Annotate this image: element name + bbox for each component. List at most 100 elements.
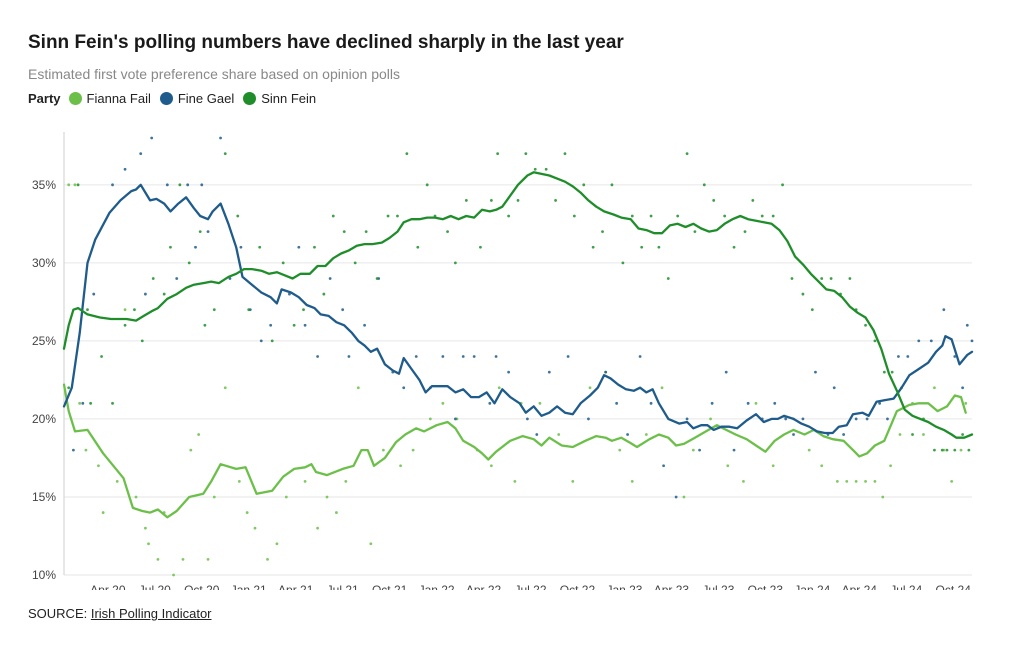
x-tick-label: Oct 21 <box>372 583 408 590</box>
poll-point-fine-gael <box>144 292 147 296</box>
poll-point-fine-gael <box>710 401 714 405</box>
poll-point-fine-gael <box>341 308 345 312</box>
poll-point-fine-gael <box>886 417 889 421</box>
poll-point-sinn-fein <box>572 214 576 218</box>
poll-point-fine-gael <box>453 417 457 421</box>
poll-point-fine-gael <box>929 339 933 343</box>
x-tick-label: Jul 23 <box>702 583 734 590</box>
poll-point-fine-gael <box>832 386 836 390</box>
poll-point-fine-gael <box>414 355 418 358</box>
source-link[interactable]: Irish Polling Indicator <box>90 606 212 621</box>
poll-point-fine-gael <box>488 401 492 405</box>
poll-point-sinn-fein <box>751 199 755 202</box>
poll-point-fine-gael <box>139 152 143 156</box>
poll-point-fine-gael <box>773 401 777 405</box>
legend-label-fianna-fail: Fianna Fail <box>86 91 151 106</box>
poll-point-sinn-fein <box>732 245 736 249</box>
poll-point-fianna-fail <box>369 542 373 546</box>
poll-point-sinn-fein <box>489 199 493 202</box>
legend-swatch-fianna-fail <box>68 92 82 105</box>
x-tick-label: Jan 23 <box>606 583 642 590</box>
poll-point-fine-gael <box>724 370 728 374</box>
legend-label-fine-gael: Fine Gael <box>177 91 235 106</box>
poll-point-fine-gael <box>587 417 590 421</box>
y-tick-label: 25% <box>32 334 56 348</box>
legend-item-fianna-fail[interactable]: Fianna Fail <box>68 91 151 106</box>
poll-point-fine-gael <box>123 167 127 171</box>
poll-point-fine-gael <box>165 183 169 187</box>
poll-point-sinn-fein <box>133 308 136 312</box>
poll-point-fine-gael <box>784 417 788 421</box>
poll-point-sinn-fein <box>940 448 944 452</box>
poll-point-sinn-fein <box>961 433 965 436</box>
poll-point-sinn-fein <box>281 261 285 265</box>
poll-point-fine-gael <box>92 292 96 296</box>
poll-point-sinn-fein <box>76 183 80 187</box>
poll-point-fine-gael <box>194 245 197 249</box>
legend-item-sinn-fein[interactable]: Sinn Fein <box>243 91 316 106</box>
poll-point-fianna-fail <box>303 479 307 483</box>
poll-point-sinn-fein <box>829 277 833 280</box>
poll-point-fianna-fail <box>497 386 501 390</box>
poll-point-fianna-fail <box>571 479 575 483</box>
poll-point-sinn-fein <box>178 183 182 187</box>
y-tick-label: 35% <box>32 178 56 192</box>
poll-point-fianna-fail <box>73 183 77 187</box>
poll-point-fianna-fail <box>223 386 227 390</box>
poll-point-fine-gael <box>626 433 629 436</box>
poll-point-sinn-fein <box>864 323 867 327</box>
legend-item-fine-gael[interactable]: Fine Gael <box>159 91 235 106</box>
x-tick-label: Apr 23 <box>654 583 690 590</box>
poll-point-sinn-fein <box>666 277 670 280</box>
poll-point-sinn-fein <box>760 214 764 218</box>
poll-point-fianna-fail <box>557 433 561 436</box>
poll-point-fine-gael <box>970 339 974 343</box>
poll-point-sinn-fein <box>820 277 824 280</box>
poll-point-fine-gael <box>566 355 570 358</box>
poll-point-sinn-fein <box>591 245 595 249</box>
poll-point-fianna-fail <box>78 401 82 405</box>
poll-point-fianna-fail <box>618 448 622 452</box>
poll-point-fine-gael <box>206 230 210 234</box>
poll-point-fine-gael <box>200 183 204 187</box>
poll-point-sinn-fein <box>801 292 805 296</box>
x-tick-label: Oct 23 <box>748 583 784 590</box>
poll-point-sinn-fein <box>601 230 604 234</box>
poll-point-fine-gael <box>953 355 957 358</box>
poll-point-fine-gael <box>219 136 222 140</box>
poll-point-fine-gael <box>917 339 921 343</box>
poll-point-fine-gael <box>316 355 320 358</box>
poll-point-fine-gael <box>111 183 114 187</box>
poll-point-fianna-fail <box>67 183 71 187</box>
poll-point-sinn-fein <box>464 199 468 202</box>
poll-point-sinn-fein <box>848 277 852 280</box>
poll-point-fianna-fail <box>197 433 201 436</box>
poll-point-fine-gael <box>685 417 689 421</box>
poll-point-fianna-fail <box>245 511 249 514</box>
poll-point-fianna-fail <box>144 526 147 530</box>
poll-point-fine-gael <box>239 245 243 249</box>
poll-point-fine-gael <box>906 355 910 358</box>
poll-point-fianna-fail <box>709 417 712 421</box>
poll-point-sinn-fein <box>453 261 457 265</box>
poll-point-sinn-fein <box>685 152 689 156</box>
poll-point-sinn-fein <box>953 448 957 452</box>
poll-point-sinn-fein <box>702 183 706 187</box>
poll-point-fine-gael <box>494 355 498 358</box>
poll-point-sinn-fein <box>123 323 127 327</box>
x-tick-label: Jul 20 <box>139 583 171 590</box>
poll-point-fianna-fail <box>101 511 105 514</box>
poll-point-fianna-fail <box>316 526 320 530</box>
chart-title: Sinn Fein's polling numbers have decline… <box>28 32 624 53</box>
poll-point-fianna-fail <box>889 464 892 468</box>
y-tick-label: 20% <box>32 412 56 426</box>
poll-point-fianna-fail <box>344 479 348 483</box>
poll-point-fianna-fail <box>253 526 257 530</box>
poll-point-fine-gael <box>441 355 445 358</box>
poll-point-fine-gael <box>792 433 795 436</box>
poll-point-fianna-fail <box>691 448 695 452</box>
poll-point-fianna-fail <box>212 495 216 499</box>
poll-point-fianna-fail <box>147 542 150 546</box>
legend: Party Fianna Fail Fine Gael Sinn Fein <box>28 91 325 106</box>
poll-point-fine-gael <box>854 417 858 421</box>
